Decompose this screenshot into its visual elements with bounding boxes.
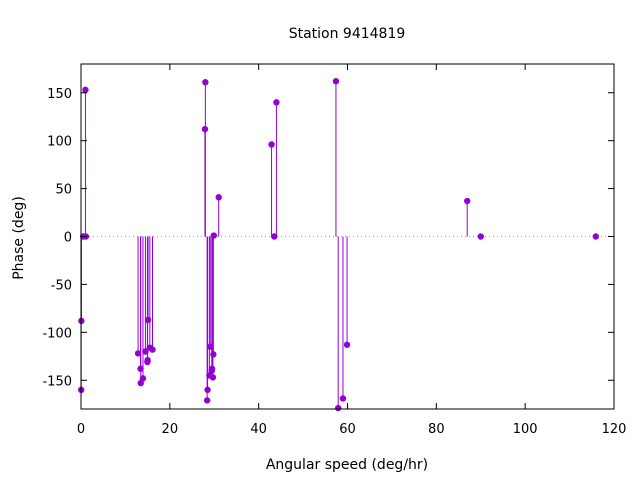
- y-tick-label: 0: [64, 231, 72, 246]
- x-tick-label: 120: [602, 422, 627, 437]
- data-point: [82, 86, 89, 94]
- data-point: [464, 197, 471, 205]
- x-tick-label: 20: [162, 422, 179, 437]
- x-tick-label: 80: [428, 422, 445, 437]
- data-point: [334, 404, 342, 412]
- chart-title: Station 9414819: [289, 26, 406, 42]
- data-point: [209, 374, 217, 381]
- y-tick-label: -150: [42, 374, 72, 389]
- data-point: [134, 350, 142, 357]
- data-point: [592, 233, 599, 240]
- x-tick-label: 60: [339, 422, 356, 437]
- y-tick-label: -100: [42, 326, 72, 341]
- x-tick-label: 100: [513, 422, 538, 437]
- data-point: [137, 379, 144, 387]
- y-tick-label: 100: [47, 135, 72, 150]
- data-layer: [77, 78, 599, 412]
- data-point: [210, 351, 217, 358]
- data-point: [339, 395, 347, 402]
- x-tick-label: 40: [250, 422, 267, 437]
- axis-layer: 0 20 40 60 80 100 120 -150 -100 -50 0 50 100 150: [42, 63, 627, 437]
- data-point: [203, 397, 211, 404]
- data-point: [149, 346, 156, 353]
- y-tick-label: 50: [55, 183, 72, 198]
- data-point: [271, 233, 278, 240]
- data-point: [215, 194, 222, 201]
- data-point: [210, 232, 218, 239]
- data-point: [139, 375, 147, 382]
- y-axis-label: Phase (deg): [11, 196, 27, 280]
- x-tick-label: 0: [77, 422, 85, 437]
- x-axis-label: Angular speed (deg/hr): [266, 457, 428, 473]
- data-point: [268, 141, 275, 148]
- data-point: [202, 79, 209, 86]
- data-point: [208, 365, 216, 372]
- data-point: [144, 356, 151, 364]
- data-point: [204, 386, 211, 394]
- data-point: [343, 341, 351, 348]
- data-point: [477, 233, 484, 240]
- data-point: [332, 78, 340, 85]
- y-tick-label: -50: [51, 278, 72, 293]
- y-tick-label: 150: [47, 87, 72, 102]
- data-point: [273, 99, 280, 106]
